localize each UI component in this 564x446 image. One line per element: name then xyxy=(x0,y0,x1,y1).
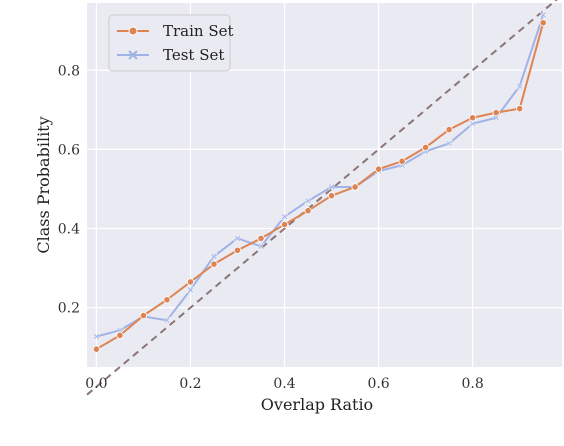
data-point-train xyxy=(139,311,148,320)
data-point-test xyxy=(516,82,524,90)
data-point-train xyxy=(327,192,336,200)
data-point-train xyxy=(398,157,406,165)
data-point-train xyxy=(92,345,101,353)
data-point-train xyxy=(304,207,312,215)
data-point-train xyxy=(116,331,124,339)
data-point-train xyxy=(257,234,265,243)
data-point-train xyxy=(445,126,453,134)
data-point-test xyxy=(233,234,242,242)
data-point-train xyxy=(469,114,477,122)
series-line-test xyxy=(96,14,545,338)
data-point-train xyxy=(186,278,195,286)
data-point-test xyxy=(92,332,100,341)
y-tick-labels: 0.2 0.4 0.6 0.8 xyxy=(58,63,80,316)
y-axis-label: Class Probability xyxy=(34,116,53,253)
data-point-train xyxy=(422,143,430,152)
data-point-test xyxy=(492,114,500,122)
data-point-train xyxy=(539,19,547,27)
data-point-test xyxy=(186,286,195,294)
y-tick-label: 0.4 xyxy=(58,222,80,238)
series-line-train xyxy=(95,22,545,351)
data-point-train xyxy=(351,183,359,191)
legend-marker-train xyxy=(128,26,138,36)
x-tick-label: 0.4 xyxy=(273,376,295,392)
data-point-test xyxy=(304,197,312,205)
data-point-train xyxy=(210,260,218,268)
legend-marker-test xyxy=(128,50,138,60)
y-tick-label: 0.6 xyxy=(58,142,80,158)
x-tick-label: 0.2 xyxy=(179,376,201,392)
x-tick-label: 0.8 xyxy=(462,376,484,392)
x-tick-label: 0.6 xyxy=(367,376,389,392)
data-point-test xyxy=(445,139,453,148)
series-layer xyxy=(92,11,547,353)
legend-label-train: Train Set xyxy=(163,22,234,40)
data-point-test xyxy=(280,213,289,221)
y-tick-label: 0.8 xyxy=(58,63,80,79)
data-point-train xyxy=(280,220,289,229)
data-point-test xyxy=(116,326,124,334)
data-point-test xyxy=(469,120,477,128)
legend-box xyxy=(108,14,231,72)
x-tick-labels: 0.0 0.2 0.4 0.6 0.8 xyxy=(85,376,484,392)
y-tick-label: 0.2 xyxy=(58,301,80,317)
data-point-train xyxy=(516,105,524,113)
reference-diagonal-line xyxy=(86,0,558,396)
data-point-test xyxy=(210,252,218,260)
data-point-train xyxy=(374,165,383,173)
data-point-test xyxy=(257,242,265,250)
data-point-train xyxy=(163,296,171,304)
legend: Train Set Test Set xyxy=(108,14,234,72)
data-point-train xyxy=(233,246,242,254)
data-point-test xyxy=(539,11,547,19)
data-point-test xyxy=(327,183,336,191)
data-point-test xyxy=(163,316,171,324)
legend-label-test: Test Set xyxy=(163,46,224,64)
x-tick-label: 0.0 xyxy=(85,376,107,392)
x-axis-label: Overlap Ratio xyxy=(261,395,373,414)
data-point-train xyxy=(492,108,500,117)
